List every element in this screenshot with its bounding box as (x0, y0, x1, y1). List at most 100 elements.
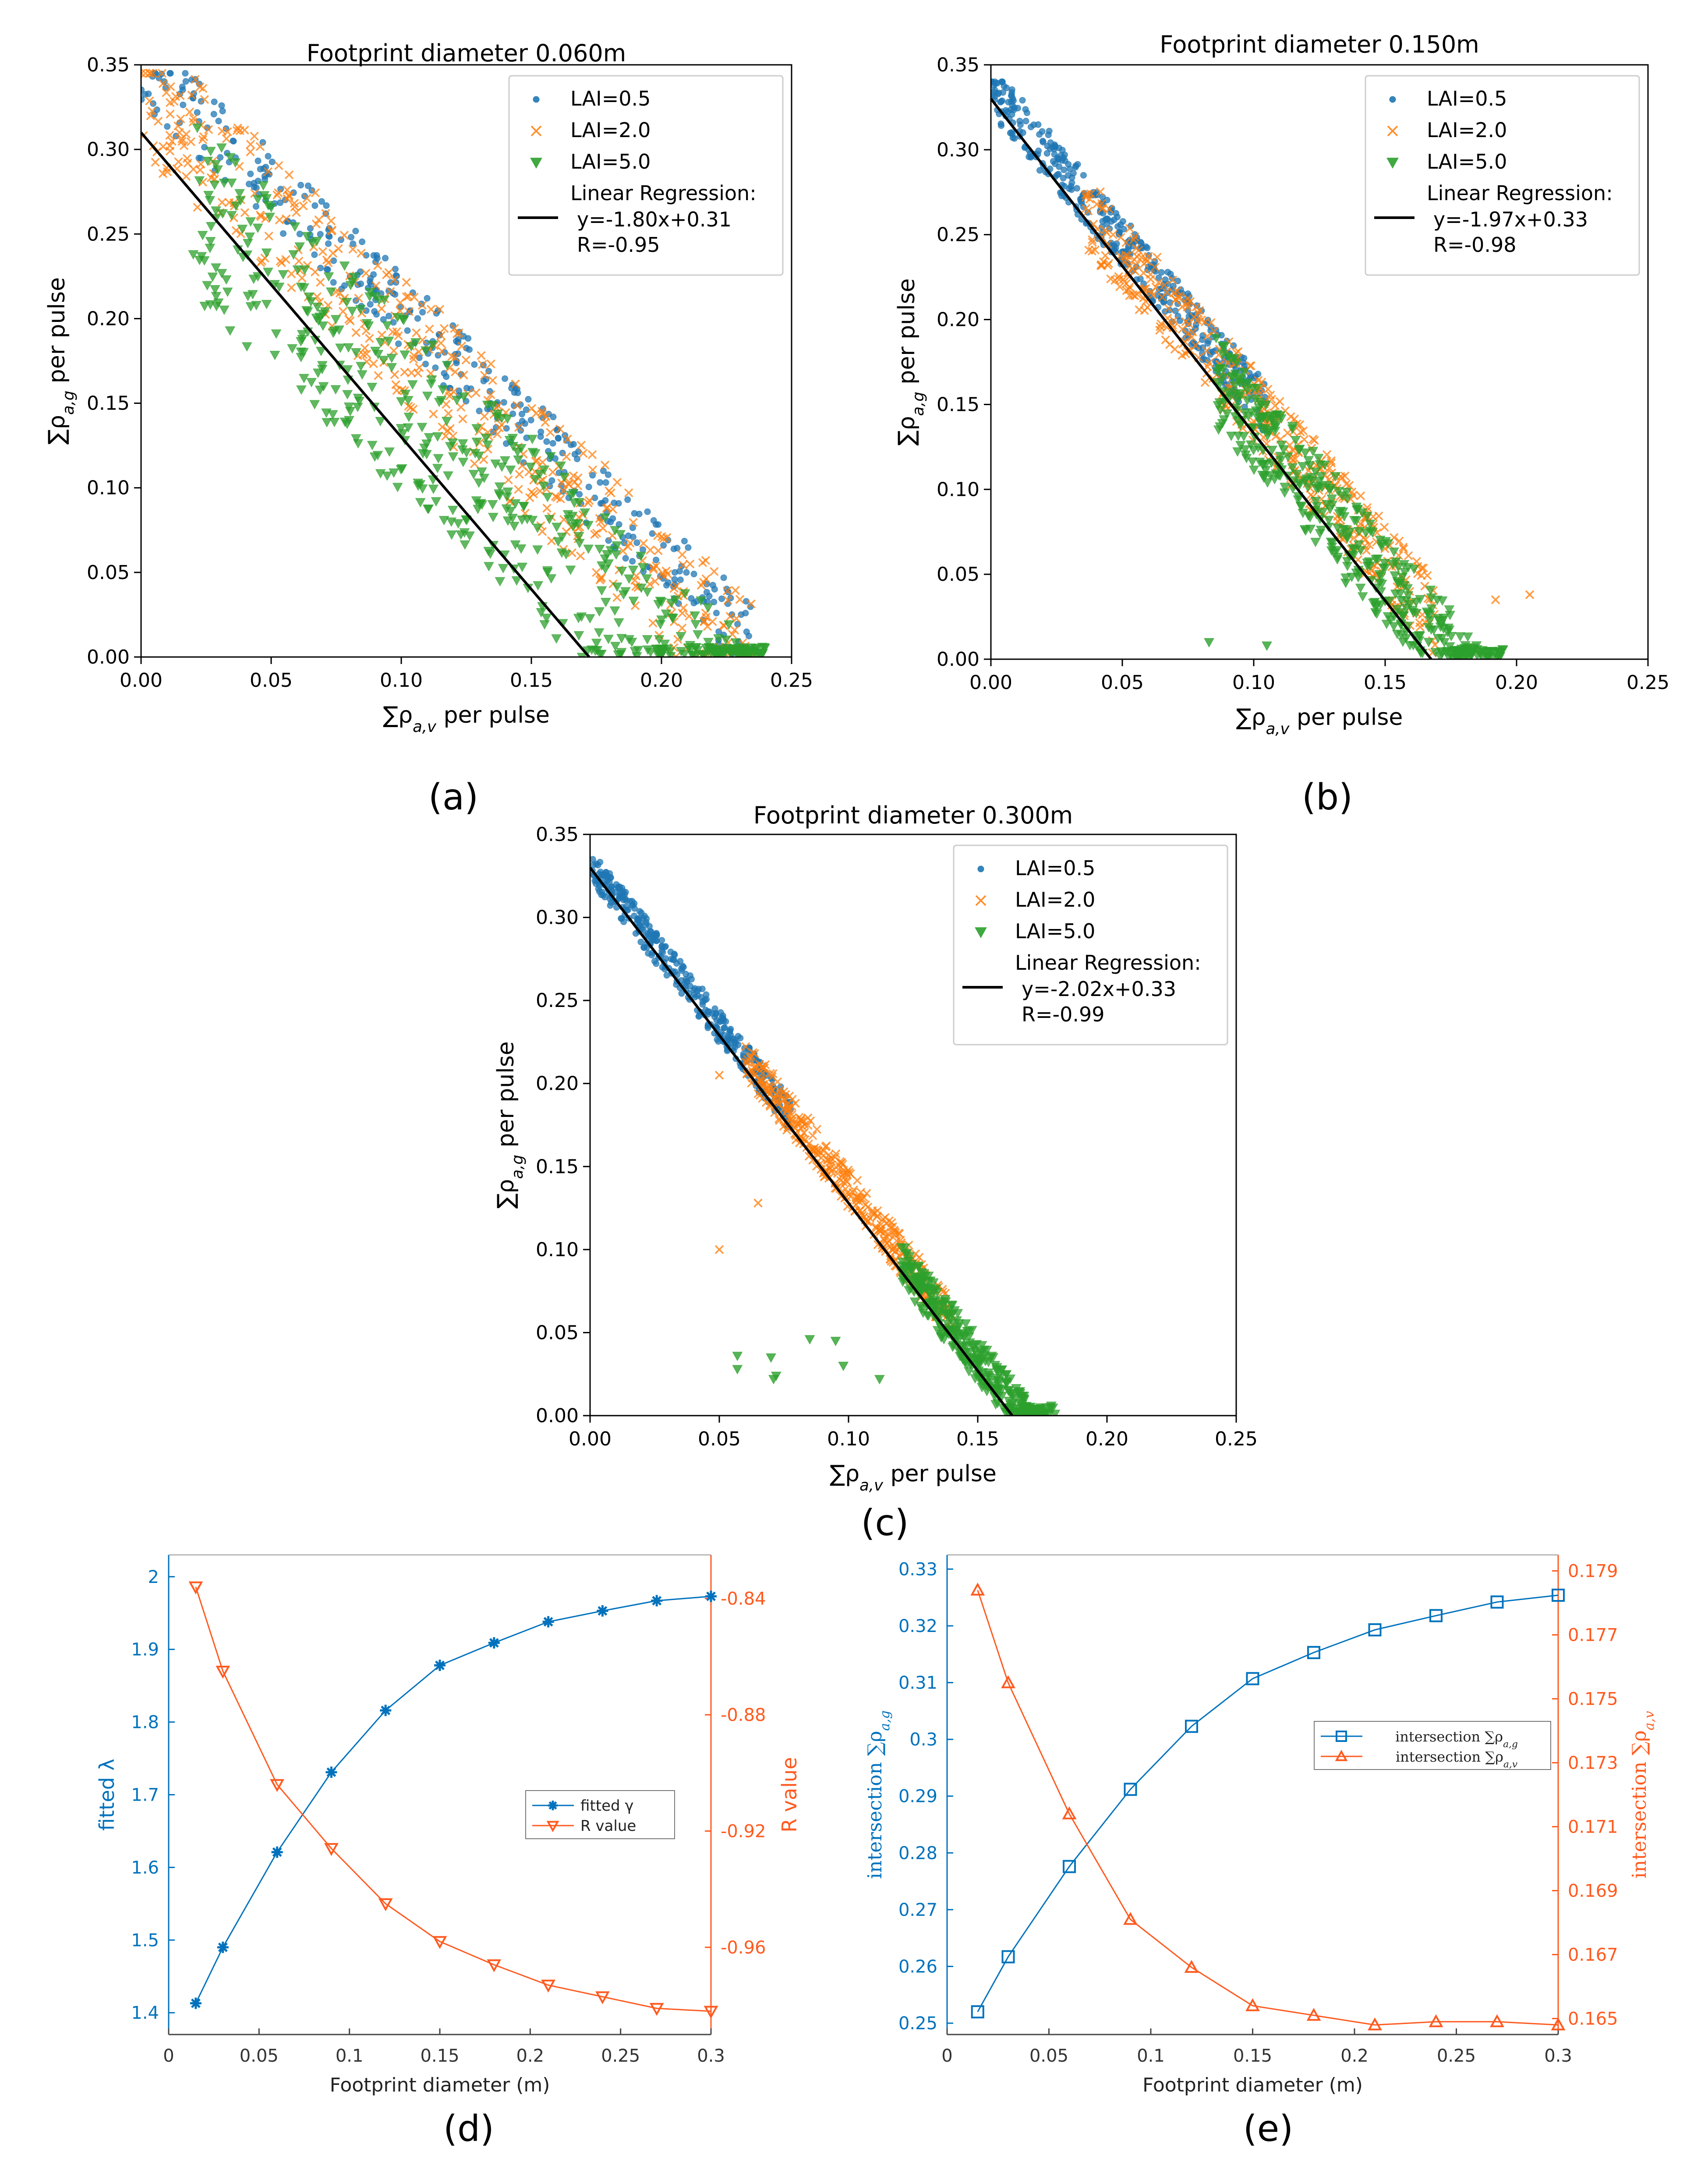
data-point (351, 328, 361, 337)
data-point (317, 265, 324, 272)
data-point (301, 306, 312, 316)
data-point (705, 1590, 717, 1602)
data-point (1235, 441, 1246, 451)
data-point (666, 599, 677, 608)
data-point (620, 918, 627, 926)
data-point (1436, 620, 1446, 629)
data-point (1101, 251, 1110, 260)
y-tick-label: 0.15 (536, 1155, 579, 1178)
x-tick-label: 0.20 (1086, 1428, 1128, 1450)
data-point (422, 392, 433, 401)
data-point (532, 523, 543, 533)
data-point (1087, 246, 1097, 256)
data-point (675, 632, 686, 642)
data-point (755, 1074, 764, 1084)
data-point (255, 142, 265, 151)
data-point (384, 268, 393, 277)
data-point (383, 336, 394, 346)
data-point (386, 363, 397, 373)
data-point (580, 508, 591, 518)
data-point (242, 239, 253, 248)
data-point (1349, 516, 1360, 526)
data-point (1232, 396, 1243, 406)
data-point (148, 69, 158, 78)
data-point (533, 581, 544, 591)
data-point (1194, 308, 1203, 318)
data-point (309, 400, 320, 410)
data-point (510, 499, 521, 509)
data-point (205, 196, 216, 206)
data-point (1444, 625, 1455, 635)
x-tick-label: 0.25 (1215, 1428, 1258, 1450)
data-point (1197, 315, 1206, 325)
outlier-point (732, 1352, 743, 1361)
data-point (1342, 557, 1353, 567)
data-point (190, 1997, 202, 2009)
data-point (434, 1660, 446, 1671)
data-point (315, 278, 325, 287)
data-point (898, 1277, 908, 1287)
data-point (611, 499, 618, 506)
data-point (1114, 272, 1123, 281)
x-tick-label: 0.1 (1137, 2046, 1165, 2066)
x-tick-label: 0.25 (1437, 2046, 1476, 2066)
data-point (271, 329, 282, 339)
data-point (1379, 564, 1390, 573)
data-point (1096, 187, 1105, 196)
data-point (441, 417, 452, 427)
data-point (602, 504, 611, 513)
data-point (605, 537, 612, 544)
data-point (612, 541, 622, 551)
data-point (628, 597, 639, 606)
data-point (1148, 290, 1157, 300)
data-point (653, 556, 660, 563)
data-point (329, 418, 340, 427)
left-y-tick-label: 0.32 (898, 1616, 937, 1636)
data-point (587, 450, 597, 459)
data-point (1008, 98, 1015, 105)
data-point (307, 239, 318, 248)
data-point (568, 522, 578, 532)
data-point (1342, 534, 1353, 544)
data-point (706, 1008, 713, 1015)
data-point (287, 269, 296, 279)
data-point (272, 191, 282, 200)
data-point (226, 211, 237, 221)
data-point (429, 409, 438, 419)
data-point (351, 434, 361, 444)
data-point (1408, 641, 1419, 650)
data-point (1242, 396, 1252, 406)
data-point (709, 567, 719, 576)
data-point (255, 210, 265, 220)
data-point (370, 271, 377, 278)
data-point (510, 540, 521, 550)
data-point (1471, 641, 1482, 651)
data-point (311, 251, 318, 258)
data-point (1202, 346, 1211, 355)
x-tick-label: 0.20 (1495, 671, 1538, 694)
data-point (873, 1240, 883, 1249)
data-point (594, 607, 605, 617)
outlier-point (1204, 638, 1214, 648)
data-point (307, 225, 314, 232)
regression-line (589, 866, 1014, 1417)
data-point (299, 374, 309, 384)
data-point (1252, 373, 1259, 380)
data-point (1326, 495, 1337, 504)
data-point (1275, 456, 1286, 466)
data-point (264, 231, 273, 241)
left-y-tick-label: 1.4 (131, 2003, 159, 2023)
data-point (912, 1282, 923, 1292)
y-axis-label: ∑ρa,g per pulse (894, 278, 927, 445)
data-point (396, 464, 407, 474)
panel-label-c: (c) (861, 1502, 909, 1544)
data-point (904, 1252, 915, 1262)
data-point (750, 1049, 759, 1058)
x-tick-label: 0.00 (569, 1428, 612, 1450)
data-point (537, 406, 547, 416)
data-point (210, 160, 221, 170)
y-tick-label: 0.35 (87, 54, 130, 76)
data-point (188, 1581, 203, 1595)
data-point (296, 347, 307, 357)
data-point (474, 478, 484, 488)
